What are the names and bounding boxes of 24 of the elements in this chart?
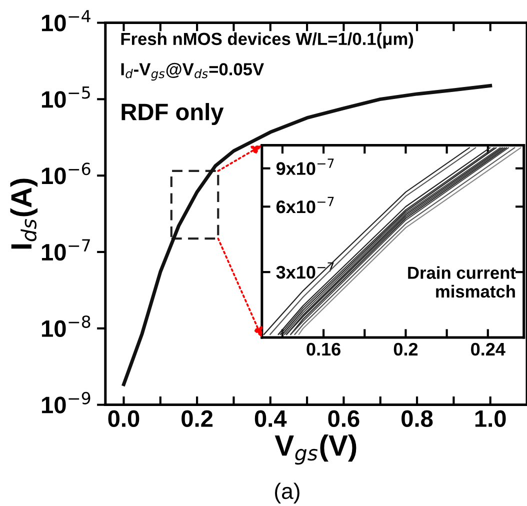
- x-tick-label: 0.2: [394, 342, 418, 356]
- y-tick-label: 10$^{−5}$: [42, 86, 90, 108]
- y-tick-label: 9x10$^{−7}$: [276, 158, 334, 175]
- x-tick-label: 0.6: [328, 410, 360, 428]
- annotation: Drain current mismatch: [408, 266, 516, 298]
- x-tick-label: 1.0: [475, 410, 506, 428]
- annotation: I$_{d}$-V$_{gs}$@V$_{ds}$=0.05V: [121, 62, 264, 81]
- y-tick-label: 10$^{−4}$: [42, 10, 90, 32]
- x-tick-label: 0.16: [306, 342, 340, 356]
- x-axis-title: V$_{gs}$(V): [274, 434, 356, 465]
- x-tick-label: 0.4: [254, 410, 287, 428]
- y-tick-label: 10$^{−8}$: [42, 315, 90, 337]
- y-tick-label: 10$^{−9}$: [42, 392, 90, 414]
- x-tick-label: 0.24: [471, 342, 506, 356]
- text: (a): [275, 482, 300, 504]
- x-tick-label: 0.0: [108, 410, 140, 428]
- y-tick-label: 10$^{−6}$: [42, 162, 90, 184]
- x-tick-label: 0.8: [402, 410, 433, 428]
- y-tick-label: 6x10$^{−7}$: [276, 196, 334, 214]
- y-axis-title: I$_{ds}$(A): [10, 178, 38, 249]
- y-tick-label: 10$^{−7}$: [42, 239, 90, 261]
- annotation: RDF only: [122, 102, 224, 126]
- x-tick-label: 0.2: [182, 410, 213, 428]
- annotation: Fresh nMOS devices W/L=1/0.1(μm): [121, 32, 414, 49]
